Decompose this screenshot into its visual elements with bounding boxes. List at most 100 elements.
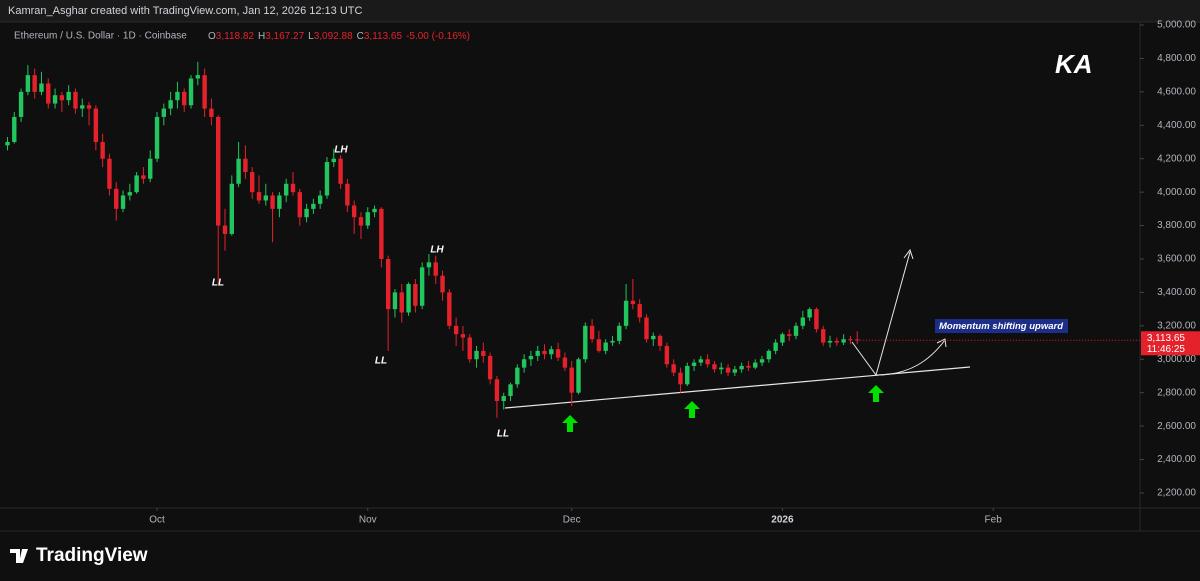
candle-body xyxy=(685,365,690,385)
candle-body xyxy=(433,262,438,276)
candle-body xyxy=(270,195,275,209)
candle-body xyxy=(467,337,472,360)
candle-body xyxy=(250,172,255,193)
arrow-head xyxy=(903,248,914,260)
candle-body xyxy=(66,91,71,101)
candle-body xyxy=(297,192,302,218)
up-arrows xyxy=(562,385,884,432)
candle-body xyxy=(555,349,561,358)
candle-body xyxy=(453,325,459,335)
candle-body xyxy=(426,262,432,268)
candle-body xyxy=(474,350,479,360)
candle-body xyxy=(739,365,744,370)
candle-body xyxy=(562,357,568,368)
candle-body xyxy=(487,355,493,380)
candle-body xyxy=(576,359,581,393)
candle-body xyxy=(630,300,636,305)
candle-body xyxy=(671,364,676,373)
up-arrow xyxy=(684,401,700,418)
candle-body xyxy=(773,342,778,351)
x-tick-label: Oct xyxy=(149,515,165,526)
candle-body xyxy=(814,309,819,330)
candle-body xyxy=(168,100,173,109)
candle-body xyxy=(834,340,840,343)
candle-body xyxy=(154,116,160,159)
logo: KA xyxy=(1055,49,1093,79)
annotation: LH xyxy=(430,245,444,256)
candle-body xyxy=(127,192,133,196)
candle-body xyxy=(392,292,398,310)
candle-body xyxy=(583,325,588,360)
candle-body xyxy=(351,205,357,218)
candle-body xyxy=(243,158,248,173)
ohlc-value: 3,167.27 xyxy=(265,31,304,42)
candle-body xyxy=(385,258,391,310)
candle-body xyxy=(331,158,336,163)
candle-body xyxy=(569,367,574,393)
y-tick-label: 2,600.00 xyxy=(1157,421,1196,432)
x-tick-label: 2026 xyxy=(771,515,794,526)
candle-body xyxy=(651,335,656,340)
change: -5.00 (-0.16%) xyxy=(406,31,470,42)
candle-body xyxy=(141,175,146,179)
candle-body xyxy=(753,362,758,368)
candle-body xyxy=(46,83,51,104)
annotation: LH xyxy=(334,145,348,156)
brand: TradingView xyxy=(36,545,148,566)
candle-body xyxy=(209,108,214,117)
candle-body xyxy=(73,91,78,109)
candle-body xyxy=(712,364,717,370)
candle-body xyxy=(256,192,262,201)
annotation: LL xyxy=(375,356,387,367)
candle-body xyxy=(93,108,99,142)
y-tick-label: 3,800.00 xyxy=(1157,220,1196,231)
candle-body xyxy=(793,325,799,336)
ohlc-line: O3,118.82 H3,167.27 L3,092.88 C3,113.65 -5.0… xyxy=(208,31,470,42)
ohlc-key: O xyxy=(208,31,216,42)
attribution: Kamran_Asghar created with TradingView.c… xyxy=(8,5,362,17)
candle-body xyxy=(25,75,31,92)
candle-body xyxy=(508,384,513,397)
candle-body xyxy=(107,158,112,189)
candle-body xyxy=(86,105,92,109)
candle-body xyxy=(698,359,704,363)
candle-body xyxy=(182,91,187,106)
candle-body xyxy=(358,217,364,226)
candle-body xyxy=(222,225,228,234)
candle-body xyxy=(460,334,466,338)
up-arrow xyxy=(868,385,884,402)
candle-body xyxy=(481,350,486,356)
candle-body xyxy=(725,367,731,373)
y-tick-label: 4,800.00 xyxy=(1157,53,1196,64)
candle-body xyxy=(664,345,670,365)
candle-body xyxy=(807,309,812,318)
candle-body xyxy=(549,349,554,355)
candle-body xyxy=(848,339,853,341)
candle-body xyxy=(32,75,37,92)
candle-body xyxy=(610,340,615,343)
annotation-box xyxy=(935,319,1068,333)
candle-body xyxy=(345,183,350,206)
candle-body xyxy=(52,95,58,104)
candle-body xyxy=(787,334,792,336)
candle-body xyxy=(12,116,17,142)
top-bar xyxy=(0,0,1200,22)
x-tick-label: Feb xyxy=(985,515,1003,526)
last-price-label: 3,113.65 xyxy=(1147,333,1186,344)
candle-body xyxy=(759,359,765,363)
candle-body xyxy=(148,158,153,179)
arrow-head xyxy=(936,338,947,348)
candle-body xyxy=(304,208,309,218)
candle-body xyxy=(827,340,833,343)
candle-body xyxy=(419,267,425,306)
y-tick-label: 4,600.00 xyxy=(1157,86,1196,97)
candle-body xyxy=(766,350,772,360)
candle-body xyxy=(195,75,201,79)
candle-body xyxy=(515,367,520,385)
candle-body xyxy=(542,350,547,355)
candle-body xyxy=(59,95,65,101)
candle-body xyxy=(5,141,10,146)
ohlc-key: C xyxy=(357,31,364,42)
